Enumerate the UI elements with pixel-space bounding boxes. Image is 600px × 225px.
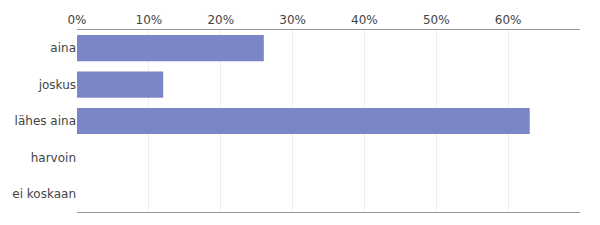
svg-text:0%: 0% <box>67 13 86 27</box>
svg-text:30%: 30% <box>279 13 306 27</box>
svg-text:aina: aina <box>50 41 76 55</box>
svg-text:ei koskaan: ei koskaan <box>12 187 76 201</box>
svg-text:40%: 40% <box>351 13 378 27</box>
svg-text:harvoin: harvoin <box>31 151 76 165</box>
svg-text:20%: 20% <box>207 13 234 27</box>
svg-text:joskus: joskus <box>38 78 76 92</box>
svg-text:60%: 60% <box>495 13 522 27</box>
svg-text:10%: 10% <box>136 13 163 27</box>
svg-text:lähes aina: lähes aina <box>15 114 76 128</box>
svg-text:50%: 50% <box>423 13 450 27</box>
